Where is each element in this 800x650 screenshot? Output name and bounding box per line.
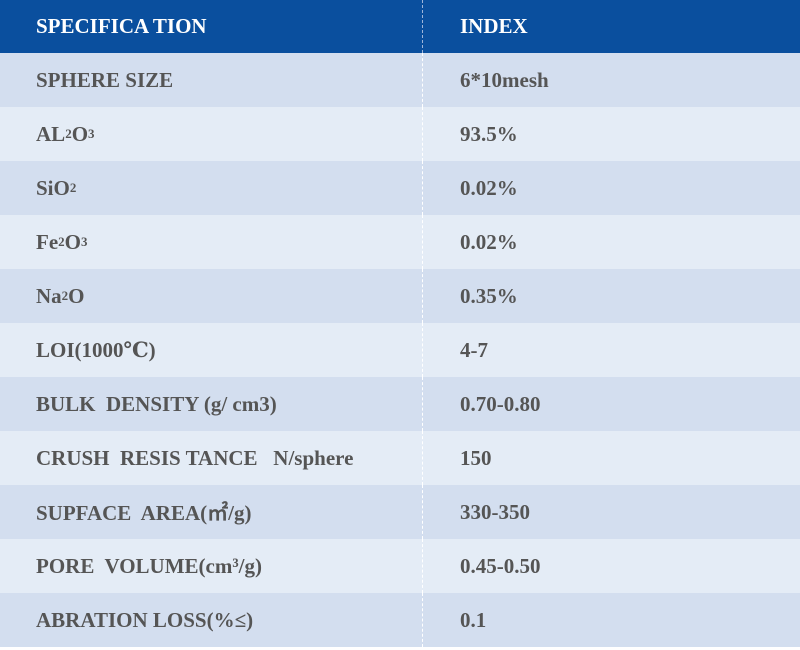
table-row: SiO 2 0.02% — [0, 161, 800, 215]
row-value-fe2o3: 0.02% — [460, 229, 518, 254]
header-index: INDEX — [460, 14, 528, 38]
table-row: SPHERE SIZE 6*10mesh — [0, 53, 800, 107]
formula-part: Na — [36, 283, 62, 308]
table-row: Na 2 O 0.35% — [0, 269, 800, 323]
formula-part: O — [68, 283, 85, 308]
row-spec-al2o3: AL 2 O 3 — [0, 107, 423, 161]
row-spec-fe2o3: Fe 2 O 3 — [0, 215, 423, 269]
table-row: LOI(1000℃) 4-7 — [0, 323, 800, 377]
row-spec-na2o: Na 2 O — [0, 269, 423, 323]
row-spec-pore-volume: PORE VOLUME(cm³/g) — [0, 539, 423, 593]
row-value-al2o3: 93.5% — [460, 121, 518, 146]
formula-part: O — [71, 121, 89, 146]
formula-part: O — [64, 229, 81, 254]
row-value-na2o: 0.35% — [460, 283, 518, 308]
row-spec-surface-area: SUPFACE AREA(㎡/g) — [0, 485, 423, 539]
table-row: BULK DENSITY (g/ cm3) 0.70-0.80 — [0, 377, 800, 431]
row-spec-bulk-density: BULK DENSITY (g/ cm3) — [0, 377, 423, 431]
row-value-surface-area: 330-350 — [460, 499, 530, 524]
row-value-bulk-density: 0.70-0.80 — [460, 391, 541, 416]
formula-part: SiO — [36, 175, 70, 200]
row-value-abration-loss: 0.1 — [460, 607, 487, 632]
row-spec-sio2: SiO 2 — [0, 161, 423, 215]
formula-part: Fe — [36, 229, 59, 254]
table-header-row: SPECIFICA TION INDEX — [0, 0, 800, 53]
row-spec-crush-resistance: CRUSH RESIS TANCE N/sphere — [0, 431, 423, 485]
row-spec-loi: LOI(1000℃) — [0, 323, 423, 377]
row-value-sphere-size: 6*10mesh — [460, 67, 549, 92]
table-row: AL 2 O 3 93.5% — [0, 107, 800, 161]
row-spec-sphere-size: SPHERE SIZE — [0, 53, 423, 107]
row-value-crush-resistance: 150 — [460, 445, 492, 470]
table-row: SUPFACE AREA(㎡/g) 330-350 — [0, 485, 800, 539]
row-value-loi: 4-7 — [460, 337, 488, 362]
row-spec-abration-loss: ABRATION LOSS(%≤) — [0, 593, 423, 647]
table-row: ABRATION LOSS(%≤) 0.1 — [0, 593, 800, 647]
table-row: PORE VOLUME(cm³/g) 0.45-0.50 — [0, 539, 800, 593]
formula-part: AL — [36, 121, 66, 146]
table-row: Fe 2 O 3 0.02% — [0, 215, 800, 269]
table-row: CRUSH RESIS TANCE N/sphere 150 — [0, 431, 800, 485]
row-value-pore-volume: 0.45-0.50 — [460, 553, 541, 578]
header-specification: SPECIFICA TION — [0, 0, 423, 53]
row-value-sio2: 0.02% — [460, 175, 518, 200]
